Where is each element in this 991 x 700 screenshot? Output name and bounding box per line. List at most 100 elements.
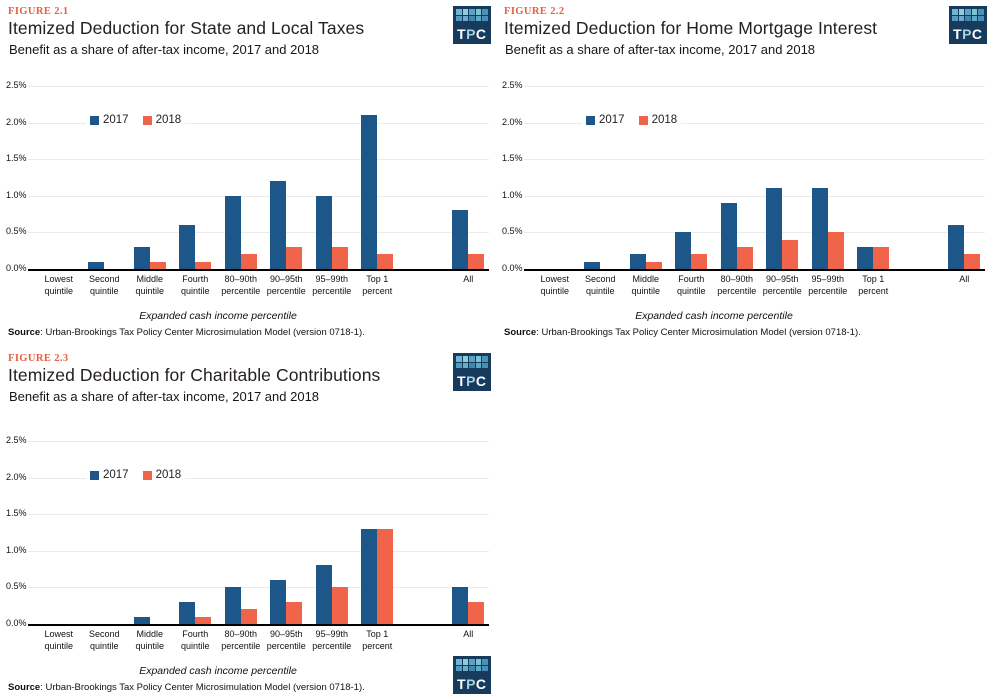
- category-group-top-1-percent: Top 1 percent: [355, 86, 401, 297]
- logo-mosaic-tile: [462, 356, 469, 362]
- logo-mosaic-tile: [482, 659, 488, 665]
- tpc-logo-mosaic: [952, 9, 984, 21]
- logo-mosaic-tile: [958, 9, 965, 15]
- logo-mosaic-tile: [456, 665, 462, 671]
- gridline: [28, 86, 489, 87]
- logo-mosaic-tile: [469, 15, 475, 21]
- bar-2017-95-99th-percentile: [315, 565, 332, 624]
- y-tick-label: 1.5%: [502, 153, 523, 164]
- logo-mosaic-tile: [469, 356, 475, 362]
- bar-pair: [270, 86, 303, 269]
- logo-mosaic-tile: [971, 9, 978, 15]
- bar-pair: [539, 86, 571, 269]
- x-tick-label: 80–90th percentile: [717, 274, 757, 296]
- bar-pair: [133, 86, 166, 269]
- logo-mosaic-tile: [475, 659, 482, 665]
- y-tick-label: 0.0%: [6, 263, 27, 273]
- figure-label: FIGURE 2.1: [8, 6, 69, 17]
- category-group-second-quintile: Second quintile: [82, 86, 128, 297]
- x-tick-label: Second quintile: [584, 274, 616, 296]
- bar-2018-95-99th-percentile: [331, 587, 348, 624]
- legend-item-2017: 2017: [90, 114, 129, 126]
- bar-2018-90-95th-percentile: [286, 247, 303, 269]
- category-group-fourth-quintile: Fourth quintile: [173, 86, 219, 297]
- category-group-lowest-quintile: Lowest quintile: [36, 441, 82, 652]
- legend-swatch-2017: [586, 115, 595, 125]
- logo-letter: T: [953, 26, 963, 42]
- x-tick-label: 95–99th percentile: [808, 274, 848, 296]
- legend: 2017 2018: [86, 113, 186, 127]
- x-axis-title: Expanded cash income percentile: [635, 310, 793, 322]
- logo-mosaic-tile: [482, 362, 488, 368]
- logo-letter: C: [971, 26, 983, 42]
- logo-mosaic-tile: [456, 356, 462, 362]
- legend-label: 2017: [599, 114, 625, 126]
- logo-letter: P: [466, 373, 476, 389]
- tpc-logo-mosaic: [456, 356, 488, 368]
- bar-2018-fourth-quintile: [195, 616, 212, 624]
- logo-mosaic-tile: [456, 362, 462, 368]
- gridline: [28, 122, 489, 124]
- bar-pair: [315, 86, 348, 269]
- x-axis-line: [28, 269, 489, 271]
- source-note: Source: Urban-Brookings Tax Policy Cente…: [8, 682, 365, 693]
- bar-2018-fourth-quintile: [195, 261, 212, 269]
- bar-2017-95-99th-percentile: [315, 195, 332, 269]
- tpc-logo: TPC: [453, 656, 491, 694]
- x-axis-title: Expanded cash income percentile: [139, 310, 297, 322]
- bar-pair: [452, 441, 485, 624]
- tpc-logo-mosaic: [456, 9, 488, 21]
- legend: 2017 2018: [582, 113, 682, 127]
- x-tick-label: All: [463, 274, 474, 284]
- bar-2017-second-quintile: [88, 261, 105, 269]
- bar-2017-80-90th-percentile: [224, 195, 241, 269]
- bar-pair: [857, 86, 890, 269]
- bar-pair: [179, 86, 212, 269]
- x-tick-label: Second quintile: [88, 274, 120, 296]
- category-group-middle-quintile: Middle quintile: [127, 441, 173, 652]
- logo-letter: P: [466, 26, 476, 42]
- logo-mosaic-tile: [475, 9, 482, 15]
- source-label: Source: [8, 682, 41, 693]
- gridline: [28, 195, 489, 197]
- x-tick-label: All: [463, 629, 474, 639]
- gridline: [524, 122, 985, 124]
- legend-swatch-2017: [90, 470, 99, 480]
- bar-2018-top-1-percent: [377, 528, 394, 624]
- bar-2017-90-95th-percentile: [270, 580, 287, 624]
- tpc-logo-text: TPC: [457, 374, 488, 389]
- y-tick-label: 1.5%: [6, 153, 27, 164]
- logo-mosaic-tile: [469, 362, 475, 368]
- legend-label: 2017: [103, 114, 129, 126]
- figure-subtitle: Benefit as a share of after-tax income, …: [9, 42, 320, 57]
- logo-mosaic-tile: [958, 15, 965, 21]
- gridline: [524, 86, 985, 87]
- bar-2017-90-95th-percentile: [270, 181, 287, 269]
- y-tick-label: 0.5%: [6, 226, 27, 237]
- y-tick-label: 2.0%: [502, 116, 523, 127]
- source-text: : Urban-Brookings Tax Policy Center Micr…: [536, 327, 861, 338]
- legend-label: 2018: [155, 469, 182, 481]
- x-tick-label: Lowest quintile: [44, 274, 74, 296]
- figure-subtitle: Benefit as a share of after-tax income, …: [505, 42, 816, 57]
- category-group-fourth-quintile: Fourth quintile: [669, 86, 715, 297]
- bar-pair: [766, 86, 799, 269]
- bar-2018-all: [468, 254, 485, 269]
- category-group-middle-quintile: Middle quintile: [623, 86, 669, 297]
- logo-mosaic-tile: [978, 9, 984, 15]
- figure-title: Itemized Deduction for State and Local T…: [8, 18, 365, 38]
- bar-pair: [584, 86, 616, 269]
- gridline: [28, 232, 489, 234]
- logo-mosaic-tile: [462, 665, 469, 671]
- logo-mosaic-tile: [462, 362, 469, 368]
- source-label: Source: [504, 327, 537, 338]
- chart-state-local-taxes: 2.5% 2.0% 1.5% 1.0% 0.5% 0.0% Lowest quintile Se…: [0, 80, 491, 345]
- legend-label: 2018: [155, 114, 182, 126]
- source-text: : Urban-Brookings Tax Policy Center Micr…: [40, 327, 365, 338]
- x-tick-label: 95–99th percentile: [312, 274, 352, 296]
- bar-pair: [224, 441, 257, 624]
- bar-2018-all: [964, 254, 981, 269]
- x-tick-label: Lowest quintile: [540, 274, 570, 296]
- category-group-80-90th-percentile: 80–90th percentile: [714, 86, 760, 297]
- logo-mosaic-tile: [456, 9, 462, 15]
